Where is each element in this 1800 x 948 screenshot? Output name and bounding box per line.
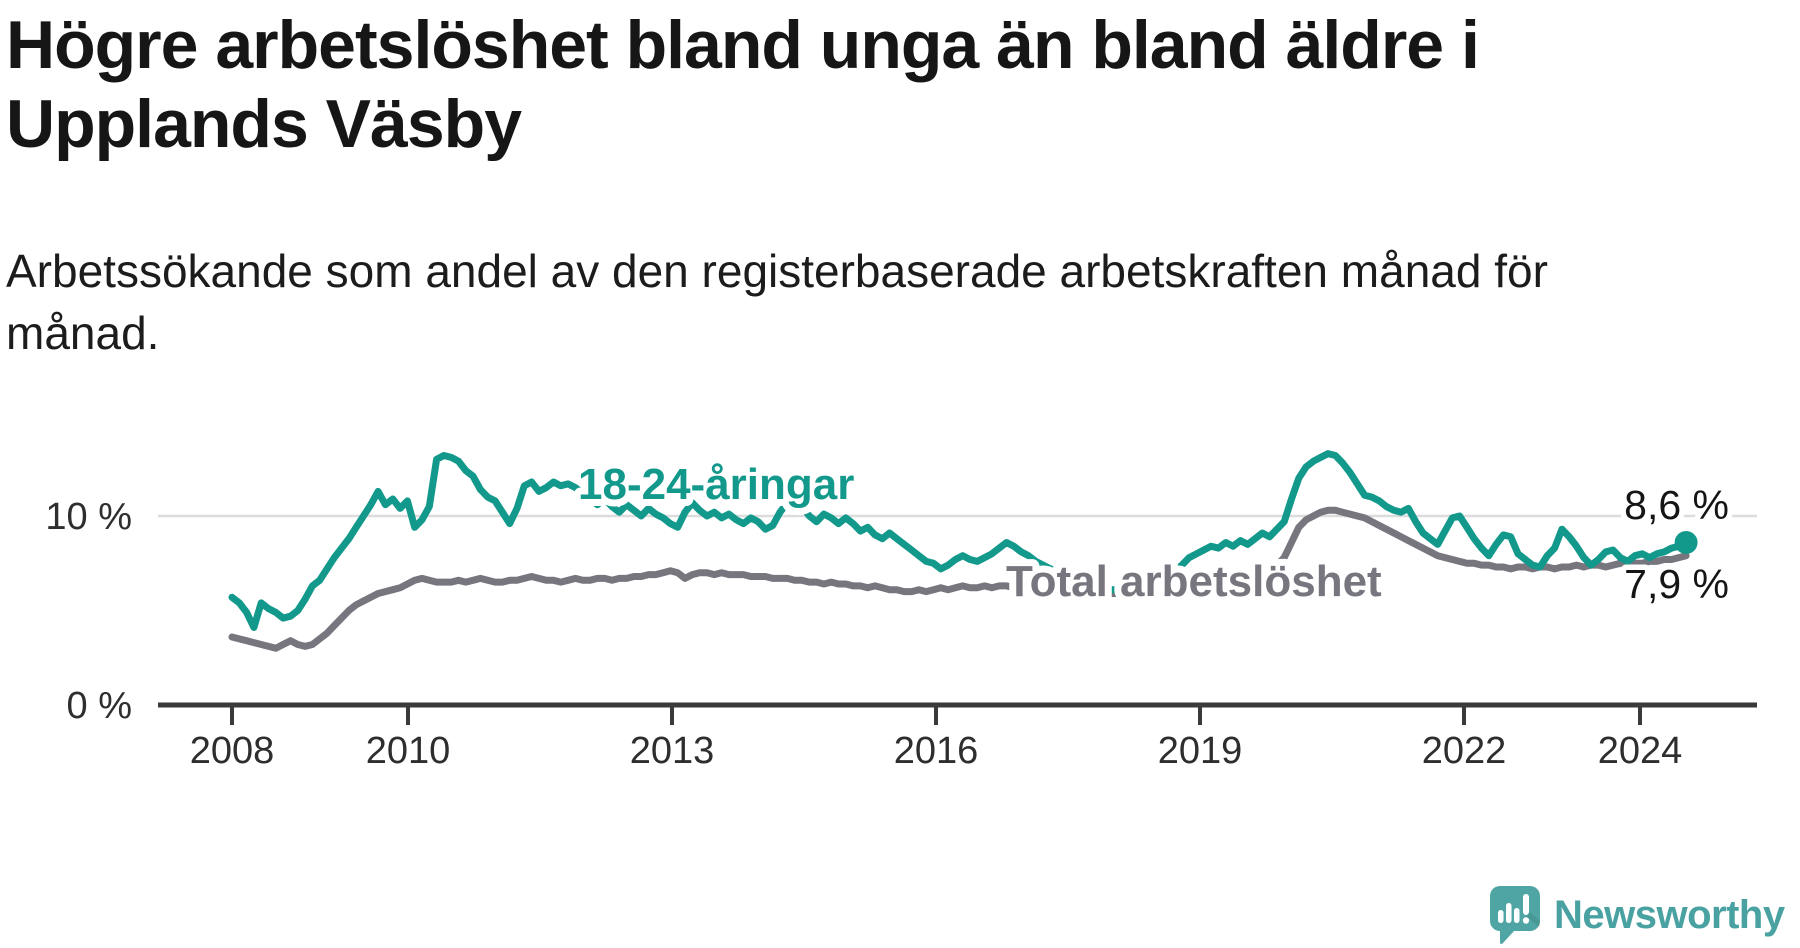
end-value-label-total: 7,9 % <box>1624 561 1729 607</box>
series-label-youth: 18-24-åringar <box>578 460 854 509</box>
x-tick-label-2013: 2013 <box>630 730 715 772</box>
series-line-youth <box>228 450 1690 631</box>
chart-subtitle-line1: Arbetssökande som andel av den registerb… <box>6 245 1548 297</box>
x-tick-label-2010: 2010 <box>366 730 451 772</box>
x-tick-label-2024: 2024 <box>1598 730 1683 772</box>
newsworthy-logo-icon <box>1490 886 1540 945</box>
chart-title-line1: Högre arbetslöshet bland unga än bland ä… <box>6 7 1480 83</box>
chart-subtitle: Arbetssökande som andel av den registerb… <box>6 240 1548 364</box>
x-tick-label-2022: 2022 <box>1422 730 1507 772</box>
newsworthy-logo: Newsworthy <box>1490 886 1785 946</box>
series-line-total <box>228 506 1690 652</box>
chart-title-line2: Upplands Väsby <box>6 86 522 162</box>
x-tick-label-2016: 2016 <box>894 730 979 772</box>
x-tick-label-2019: 2019 <box>1158 730 1243 772</box>
series-label-total: Total arbetslöshet <box>1006 557 1382 606</box>
chart-subtitle-line2: månad. <box>6 307 160 359</box>
series-end-dot <box>1674 530 1698 554</box>
chart-title: Högre arbetslöshet bland unga än bland ä… <box>6 6 1480 164</box>
x-tick-label-2008: 2008 <box>190 730 275 772</box>
newsworthy-logo-text: Newsworthy <box>1554 893 1785 937</box>
end-value-label-youth: 8,6 % <box>1624 482 1729 528</box>
y-tick-label-10: 10 % <box>45 496 132 538</box>
y-tick-label-0: 0 % <box>67 685 132 727</box>
